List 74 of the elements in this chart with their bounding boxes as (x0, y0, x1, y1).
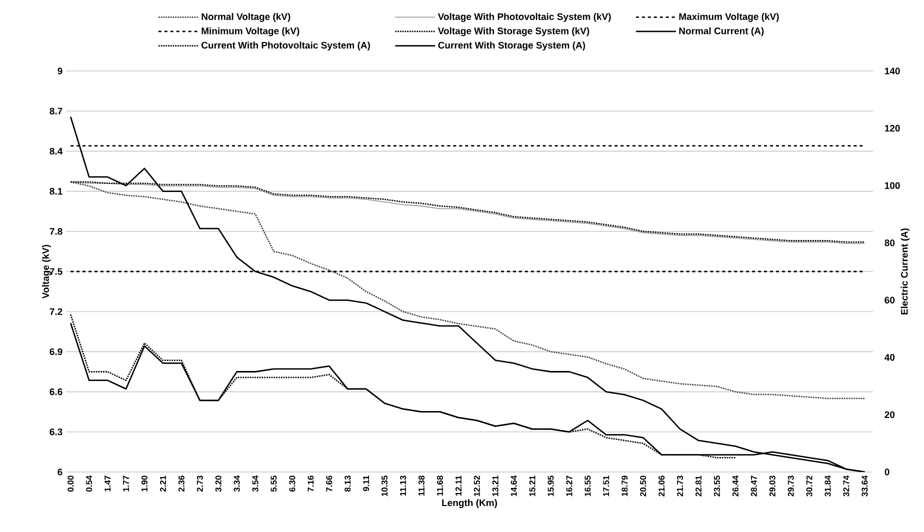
x-tick-label: 12.52 (474, 476, 480, 496)
x-tick-label: 29.73 (788, 476, 794, 496)
x-tick-label: 1.90 (141, 476, 148, 492)
legend-label: Voltage With Storage System (kV) (438, 27, 590, 36)
legend-label: Current With Photovoltaic System (A) (202, 42, 370, 50)
x-tick-label: 7.16 (308, 476, 314, 492)
x-tick-label: 1.77 (123, 476, 129, 492)
x-tick-label: 6.30 (289, 476, 296, 492)
y-tick-label: 7.8 (50, 228, 62, 235)
legend-label: Voltage With Photovoltaic System (kV) (438, 13, 611, 22)
legend-label: Normal Voltage (kV) (202, 13, 290, 22)
x-tick-label: 10.35 (382, 476, 388, 496)
x-tick-label: 8.13 (344, 476, 351, 492)
y-tick-label: 6.9 (50, 348, 62, 356)
y-tick-label: 6.3 (50, 428, 62, 436)
x-tick-label: 0.54 (86, 475, 92, 492)
y-tick-label: 6 (58, 468, 62, 476)
y2-tick-label: 60 (884, 296, 895, 304)
x-tick-label: 3.54 (252, 475, 258, 492)
x-tick-label: 26.44 (732, 475, 738, 496)
x-tick-label: 12.11 (455, 476, 462, 496)
x-tick-label: 3.34 (234, 475, 240, 492)
y-tick-label: 8.1 (50, 188, 62, 195)
y-tick-label: 9 (58, 68, 62, 74)
y-tick-label: 8.4 (50, 148, 63, 155)
x-tick-label: 30.72 (806, 476, 812, 496)
y-tick-label: 6.6 (50, 388, 62, 396)
y2-tick-label: 120 (884, 124, 900, 132)
x-tick-label: 13.21 (492, 476, 498, 496)
x-tick-label: 15.95 (548, 476, 554, 496)
y2-tick-label: 80 (884, 239, 895, 246)
x-tick-label: 21.73 (677, 476, 684, 496)
y-axis-title: Voltage (kV) (42, 244, 51, 299)
x-tick-label: 31.84 (824, 475, 831, 496)
y2-tick-label: 20 (884, 411, 895, 418)
x-tick-label: 9.11 (363, 476, 370, 492)
x-tick-label: 1.47 (104, 476, 110, 492)
x-tick-label: 11.38 (418, 476, 425, 496)
x-tick-label: 3.20 (215, 476, 222, 492)
x-tick-label: 29.03 (769, 476, 776, 496)
x-tick-label: 32.74 (843, 475, 850, 496)
x-tick-label: 2.21 (160, 476, 166, 492)
x-axis-title: Length (Km) (442, 499, 497, 508)
legend-label: Minimum Voltage (kV) (202, 27, 300, 36)
x-tick-label: 2.36 (178, 476, 184, 492)
legend-label: Normal Current (A) (679, 27, 764, 36)
x-tick-label: 20.50 (640, 476, 646, 496)
x-tick-label: 21.06 (658, 476, 665, 496)
x-tick-label: 5.55 (270, 476, 277, 492)
x-tick-label: 0.00 (68, 476, 74, 492)
y-tick-label: 7.2 (50, 308, 62, 315)
legend-label: Maximum Voltage (kV) (679, 13, 779, 22)
x-tick-label: 2.73 (196, 476, 203, 492)
x-tick-label: 15.21 (529, 476, 536, 496)
x-tick-label: 23.55 (714, 476, 720, 496)
x-tick-label: 18.79 (622, 476, 628, 496)
x-tick-label: 14.64 (510, 475, 517, 496)
x-tick-label: 22.81 (695, 476, 702, 496)
x-tick-label: 11.68 (436, 476, 443, 496)
legend-label: Current With Storage System (A) (438, 42, 586, 51)
x-tick-label: 16.27 (566, 476, 572, 496)
y-tick-label: 7.5 (50, 268, 62, 275)
x-tick-label: 17.51 (603, 476, 610, 496)
y2-tick-label: 140 (884, 68, 900, 74)
x-tick-label: 16.55 (584, 476, 591, 496)
y2-tick-label: 0 (884, 468, 890, 476)
x-tick-label: 28.47 (750, 476, 757, 496)
y2-tick-label: 100 (884, 182, 900, 189)
y2-tick-label: 40 (884, 354, 895, 361)
x-tick-label: 11.13 (400, 476, 406, 496)
x-tick-label: 33.64 (862, 475, 868, 496)
y2-axis-title: Electric Current (A) (900, 228, 910, 314)
y-tick-label: 8.7 (50, 108, 62, 114)
x-tick-label: 7.66 (326, 476, 332, 492)
